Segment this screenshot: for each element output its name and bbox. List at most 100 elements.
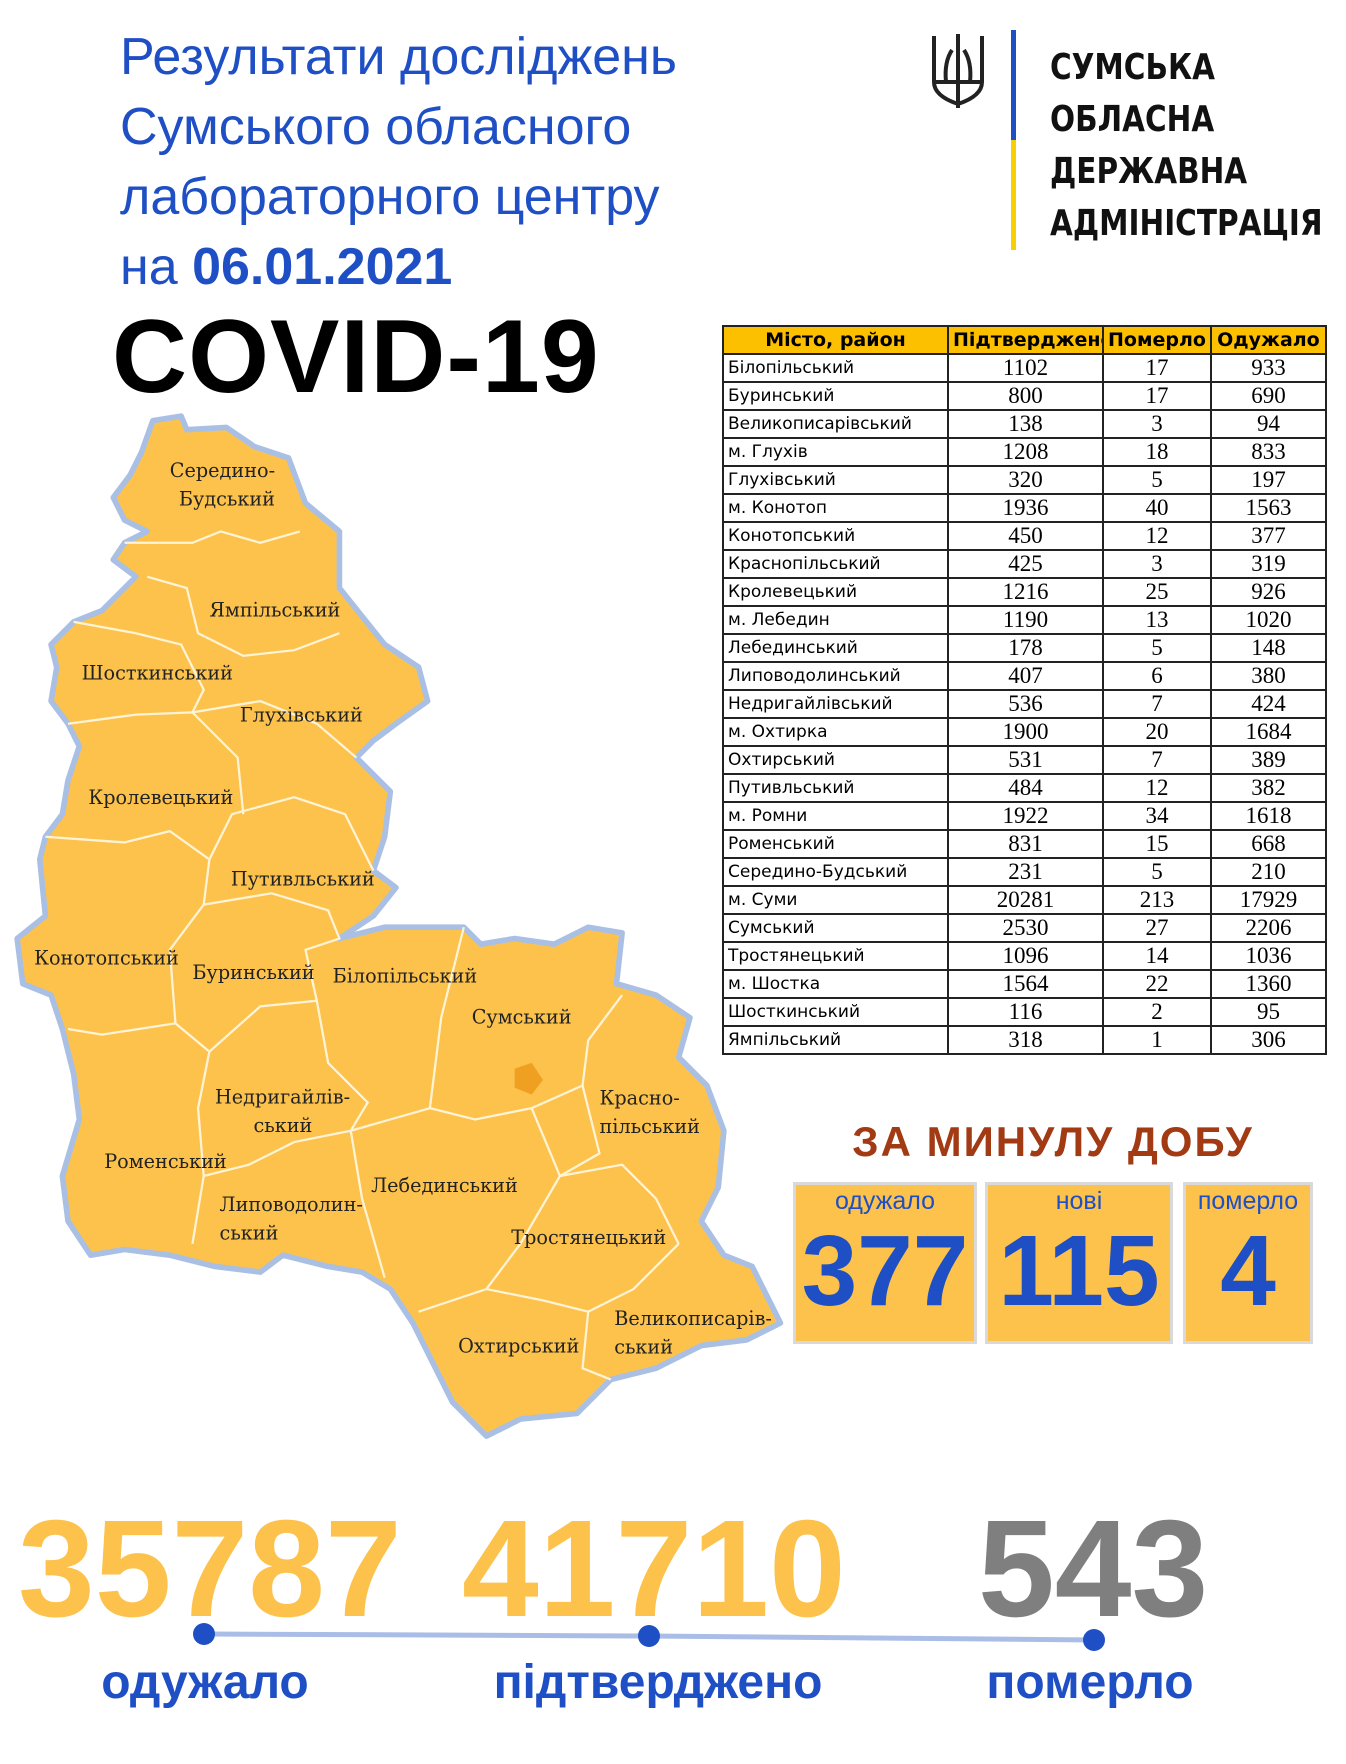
- cell-recovered: 1618: [1209, 801, 1327, 831]
- daily-recovered-value: 377: [801, 1215, 969, 1327]
- district-label: Красно-: [599, 1087, 679, 1110]
- daily-new-box: нові 115: [985, 1182, 1173, 1344]
- cell-died: 15: [1102, 829, 1212, 859]
- cell-district: Кролевецький: [722, 577, 949, 607]
- cell-recovered: 933: [1209, 353, 1327, 383]
- cell-confirmed: 1564: [947, 969, 1104, 999]
- table-row: Великописарівський 138 3 94: [722, 409, 1327, 439]
- table-row: м. Суми 20281 213 17929: [722, 885, 1327, 915]
- daily-new-value: 115: [998, 1215, 1160, 1327]
- title-date-line: на 06.01.2021: [120, 232, 677, 302]
- daily-died-label: померло: [1197, 1187, 1299, 1215]
- cell-district: м. Шостка: [722, 969, 949, 999]
- cell-district: Глухівський: [722, 465, 949, 495]
- cell-confirmed: 1922: [947, 801, 1104, 831]
- cell-recovered: 833: [1209, 437, 1327, 467]
- cell-confirmed: 320: [947, 465, 1104, 495]
- table-row: Кролевецький 1216 25 926: [722, 577, 1327, 607]
- logo-divider-blue: [1011, 30, 1016, 140]
- table-row: Ямпільський 318 1 306: [722, 1025, 1327, 1055]
- cell-district: м. Конотоп: [722, 493, 949, 523]
- timeline-dot: [193, 1623, 215, 1645]
- district-label: Тростянецький: [511, 1226, 666, 1249]
- cell-recovered: 1036: [1209, 941, 1327, 971]
- cell-district: Охтирський: [722, 745, 949, 775]
- cell-died: 34: [1102, 801, 1212, 831]
- col-header-recovered: Одужало: [1209, 325, 1327, 355]
- cell-confirmed: 800: [947, 381, 1104, 411]
- total-recovered-label: одужало: [101, 1656, 309, 1709]
- cell-district: Середино-Будський: [722, 857, 949, 887]
- table-row: Середино-Будський 231 5 210: [722, 857, 1327, 887]
- report-date: 06.01.2021: [192, 238, 453, 296]
- district-label: Великописарів-: [614, 1307, 772, 1330]
- cell-recovered: 380: [1209, 661, 1327, 691]
- col-header-confirmed: Підтверджено: [947, 325, 1104, 355]
- table-row: Краснопільський 425 3 319: [722, 549, 1327, 579]
- cell-recovered: 95: [1209, 997, 1327, 1027]
- daily-title: ЗА МИНУЛУ ДОБУ: [852, 1118, 1254, 1165]
- cell-confirmed: 1936: [947, 493, 1104, 523]
- cell-district: Роменський: [722, 829, 949, 859]
- date-prefix: на: [120, 238, 193, 296]
- district-label: пільський: [599, 1115, 700, 1138]
- cell-recovered: 1020: [1209, 605, 1327, 635]
- cell-recovered: 389: [1209, 745, 1327, 775]
- cell-confirmed: 2530: [947, 913, 1104, 943]
- cell-confirmed: 1900: [947, 717, 1104, 747]
- table-row: Буринський 800 17 690: [722, 381, 1327, 411]
- cell-confirmed: 407: [947, 661, 1104, 691]
- district-label: Роменський: [104, 1150, 226, 1173]
- cell-district: Липоводолинський: [722, 661, 949, 691]
- table-row: Лебединський 178 5 148: [722, 633, 1327, 663]
- cell-died: 13: [1102, 605, 1212, 635]
- cell-confirmed: 231: [947, 857, 1104, 887]
- cell-recovered: 197: [1209, 465, 1327, 495]
- cell-confirmed: 450: [947, 521, 1104, 551]
- district-label: Білопільський: [333, 965, 478, 988]
- cell-confirmed: 138: [947, 409, 1104, 439]
- total-confirmed-label: підтверджено: [493, 1656, 823, 1709]
- cell-recovered: 148: [1209, 633, 1327, 663]
- district-label: Конотопський: [34, 947, 179, 970]
- district-label: Будський: [179, 487, 275, 510]
- cell-district: Недригайлівський: [722, 689, 949, 719]
- cell-district: Ямпільський: [722, 1025, 949, 1055]
- table-row: Сумський 2530 27 2206: [722, 913, 1327, 943]
- col-header-district: Місто, район: [722, 325, 949, 355]
- cell-district: Шосткинський: [722, 997, 949, 1027]
- table-row: Шосткинський 116 2 95: [722, 997, 1327, 1027]
- cell-recovered: 668: [1209, 829, 1327, 859]
- logo-line: АДМІНІСТРАЦІЯ: [1050, 203, 1323, 244]
- cell-died: 17: [1102, 381, 1212, 411]
- cell-confirmed: 1190: [947, 605, 1104, 635]
- cell-died: 5: [1102, 857, 1212, 887]
- cell-confirmed: 1102: [947, 353, 1104, 383]
- table-row: Глухівський 320 5 197: [722, 465, 1327, 495]
- cell-confirmed: 484: [947, 773, 1104, 803]
- cell-confirmed: 178: [947, 633, 1104, 663]
- logo-line: ДЕРЖАВНА: [1050, 151, 1248, 192]
- total-recovered: 35787: [18, 1492, 402, 1646]
- cell-district: Путивльський: [722, 773, 949, 803]
- district-label: Кролевецький: [88, 786, 233, 809]
- cell-recovered: 17929: [1209, 885, 1327, 915]
- cell-died: 18: [1102, 437, 1212, 467]
- daily-recovered-label: одужало: [834, 1187, 936, 1215]
- page-title: Результати досліджень Сумського обласног…: [120, 22, 677, 302]
- cell-died: 17: [1102, 353, 1212, 383]
- cell-died: 12: [1102, 773, 1212, 803]
- cell-died: 3: [1102, 409, 1212, 439]
- cell-district: Буринський: [722, 381, 949, 411]
- cell-recovered: 424: [1209, 689, 1327, 719]
- table-row: м. Конотоп 1936 40 1563: [722, 493, 1327, 523]
- district-label: Ямпільський: [209, 598, 340, 621]
- cell-died: 2: [1102, 997, 1212, 1027]
- covid-label: COVID-19: [112, 299, 600, 415]
- table-row: Липоводолинський 407 6 380: [722, 661, 1327, 691]
- daily-new-label: нові: [1055, 1187, 1103, 1215]
- cell-district: Тростянецький: [722, 941, 949, 971]
- cell-recovered: 1563: [1209, 493, 1327, 523]
- cell-died: 14: [1102, 941, 1212, 971]
- cell-recovered: 210: [1209, 857, 1327, 887]
